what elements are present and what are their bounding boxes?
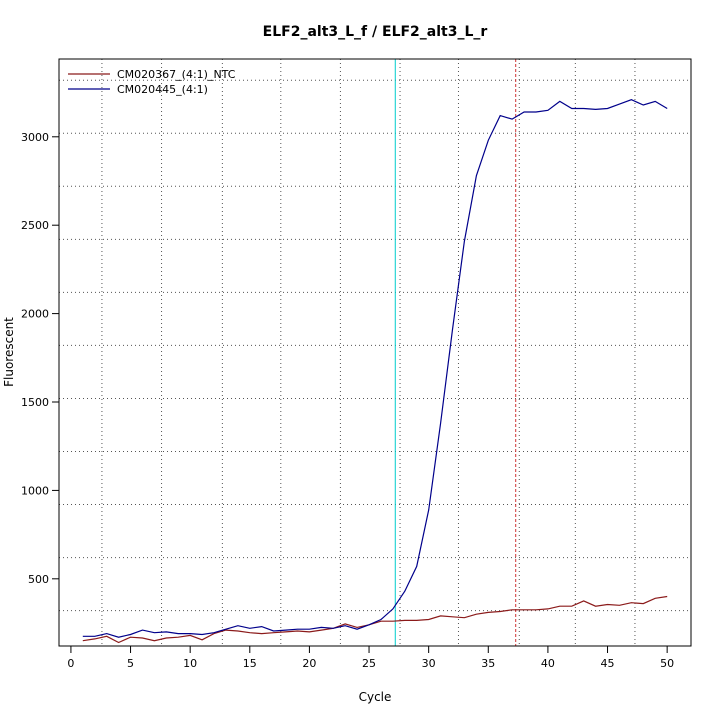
- y-tick-label: 2000: [21, 308, 49, 321]
- y-tick-label: 3000: [21, 131, 49, 144]
- x-tick-label: 10: [183, 657, 197, 670]
- x-tick-label: 30: [422, 657, 436, 670]
- y-axis-label: Fluorescent: [2, 317, 16, 387]
- x-tick-label: 35: [481, 657, 495, 670]
- y-axis: 500 1000 1500 2000 2500 3000: [21, 131, 60, 586]
- x-tick-label: 40: [541, 657, 555, 670]
- x-tick-label: 50: [660, 657, 674, 670]
- legend-label: CM020445_(4:1): [117, 83, 208, 96]
- x-tick-label: 5: [127, 657, 134, 670]
- x-tick-label: 45: [601, 657, 615, 670]
- series-lines: [82, 99, 668, 644]
- y-tick-label: 2500: [21, 219, 49, 232]
- x-tick-label: 0: [67, 657, 74, 670]
- y-tick-label: 1000: [21, 484, 49, 497]
- series-line: [82, 99, 668, 638]
- series-line: [82, 595, 668, 644]
- x-axis-label: Cycle: [359, 690, 392, 704]
- x-tick-label: 25: [362, 657, 376, 670]
- y-tick-label: 1500: [21, 396, 49, 409]
- legend-label: CM020367_(4:1)_NTC: [117, 68, 236, 81]
- x-tick-label: 20: [302, 657, 316, 670]
- x-tick-label: 15: [243, 657, 257, 670]
- chart-title: ELF2_alt3_L_f / ELF2_alt3_L_r: [263, 24, 488, 40]
- legend: CM020367_(4:1)_NTC CM020445_(4:1): [68, 68, 236, 96]
- x-axis: 0 5 10 15 20 25 30 35 40 45 50: [67, 645, 674, 670]
- y-tick-label: 500: [28, 573, 49, 586]
- threshold-lines: [394, 59, 517, 646]
- grid: [59, 59, 691, 646]
